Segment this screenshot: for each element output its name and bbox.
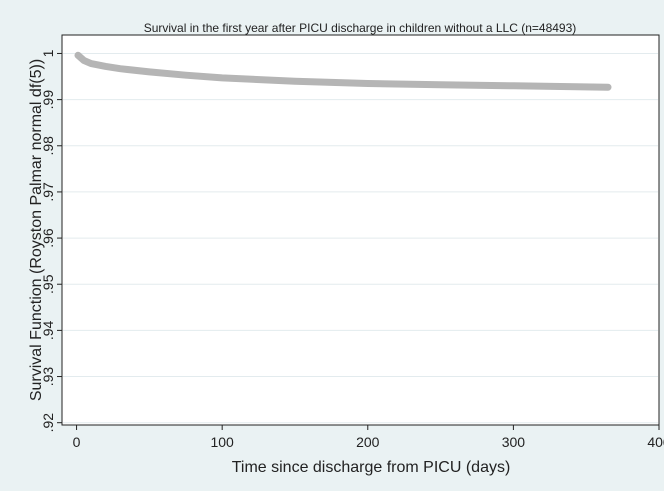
y-tick-label: .94 <box>40 320 56 340</box>
x-tick-label: 200 <box>356 434 380 450</box>
y-tick-label: .96 <box>40 228 56 248</box>
y-tick-label: .97 <box>40 182 56 202</box>
x-tick-label: 100 <box>210 434 234 450</box>
y-tick-label: .99 <box>40 90 56 110</box>
y-tick-label: 1 <box>40 49 56 57</box>
y-tick-label: .98 <box>40 136 56 156</box>
x-tick-label: 300 <box>502 434 526 450</box>
x-tick-label: 0 <box>73 434 81 450</box>
chart-title: Survival in the first year after PICU di… <box>144 21 577 35</box>
plot-area <box>61 34 660 426</box>
y-tick-label: .95 <box>40 274 56 294</box>
survival-curve <box>74 51 612 91</box>
x-axis-label: Time since discharge from PICU (days) <box>232 459 511 476</box>
y-axis-label: Survival Function (Royston Palmar normal… <box>28 59 45 401</box>
y-tick-label: .92 <box>40 413 56 433</box>
y-tick-label: .93 <box>40 367 56 387</box>
x-tick-label: 400 <box>647 434 664 450</box>
